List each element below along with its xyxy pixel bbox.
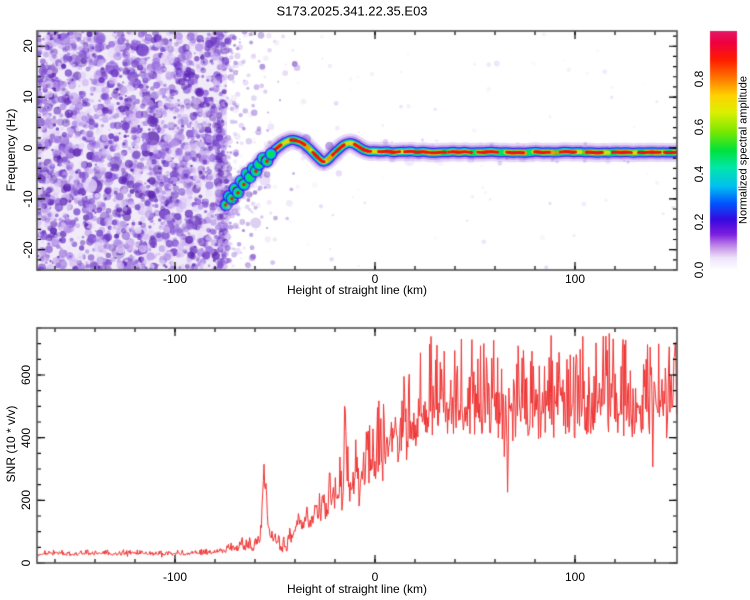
colorbar-tick-label: 0.0 — [692, 261, 706, 279]
bottom-y-axis-label: SNR (10 * v/v) — [4, 405, 18, 483]
bottom-y-tick-label: 600 — [19, 364, 33, 386]
top-x-tick-label: -100 — [162, 272, 188, 286]
top-y-tick-label: 0 — [21, 144, 35, 152]
bottom-y-tick-label: 0 — [19, 559, 33, 567]
bottom-x-tick-label: 0 — [371, 570, 379, 584]
colorbar-tick-label: 0.4 — [692, 166, 706, 183]
figure-title: S173.2025.341.22.35.E03 — [276, 3, 428, 19]
top-y-tick-label: -20 — [21, 240, 35, 259]
colorbar-tick-label: 0.6 — [692, 118, 706, 135]
top-x-axis-label: Height of straight line (km) — [286, 283, 428, 297]
top-y-axis-label: Frequency (Hz) — [4, 108, 18, 192]
top-y-tick-label: 10 — [21, 90, 35, 104]
bottom-x-tick-label: 100 — [564, 570, 586, 584]
top-x-tick-label: 100 — [564, 272, 586, 286]
top-y-tick-label: 20 — [21, 39, 35, 53]
colorbar-label: Normalized spectral amplitude — [737, 76, 750, 224]
colorbar-tick-label: 0.8 — [692, 70, 706, 88]
bottom-y-tick-label: 200 — [19, 490, 33, 511]
bottom-y-tick-label: 400 — [19, 427, 33, 448]
top-x-tick-label: 0 — [371, 272, 379, 286]
bottom-x-tick-label: -100 — [162, 570, 188, 584]
top-y-tick-label: -10 — [21, 190, 35, 208]
bottom-x-axis-label: Height of straight line (km) — [286, 582, 428, 596]
colorbar-tick-label: 0.2 — [692, 213, 706, 231]
